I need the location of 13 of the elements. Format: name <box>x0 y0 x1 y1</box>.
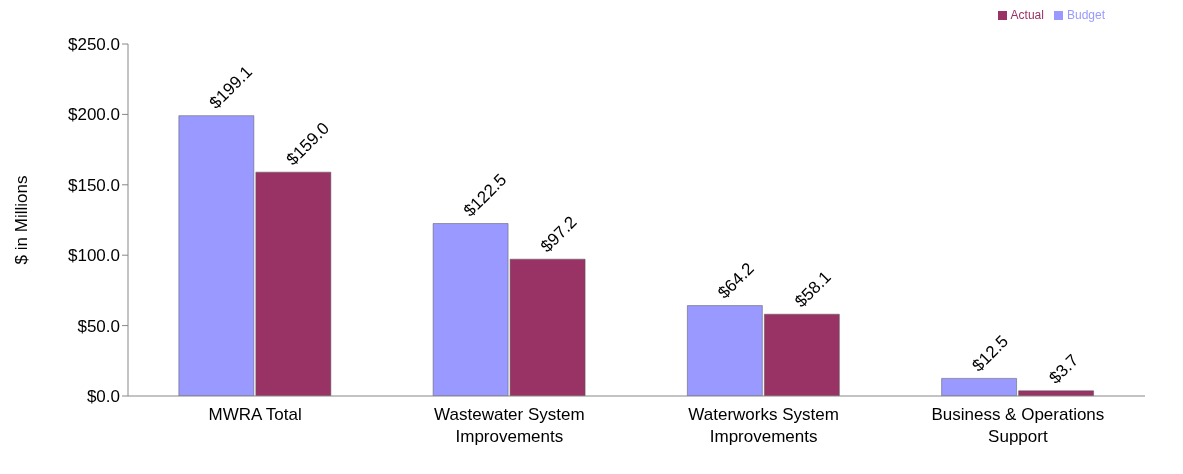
y-tick-label: $250.0 <box>68 35 120 55</box>
y-tick-label: $100.0 <box>68 246 120 266</box>
y-axis-title: $ in Millions <box>12 175 32 265</box>
legend-label: Actual <box>1010 8 1044 22</box>
y-tick-label: $0.0 <box>86 387 120 407</box>
x-tick-label: Wastewater System Improvements <box>434 405 585 446</box>
y-tick-label: $200.0 <box>68 105 120 125</box>
x-tick-label: Waterworks System Improvements <box>688 405 839 446</box>
x-tick-label: MWRA Total <box>208 405 302 424</box>
y-tick-label: $150.0 <box>68 175 120 195</box>
y-tick-label: $50.0 <box>77 316 120 336</box>
x-tick-label: Business & Operations Support <box>931 405 1105 446</box>
legend-label: Budget <box>1066 8 1105 22</box>
